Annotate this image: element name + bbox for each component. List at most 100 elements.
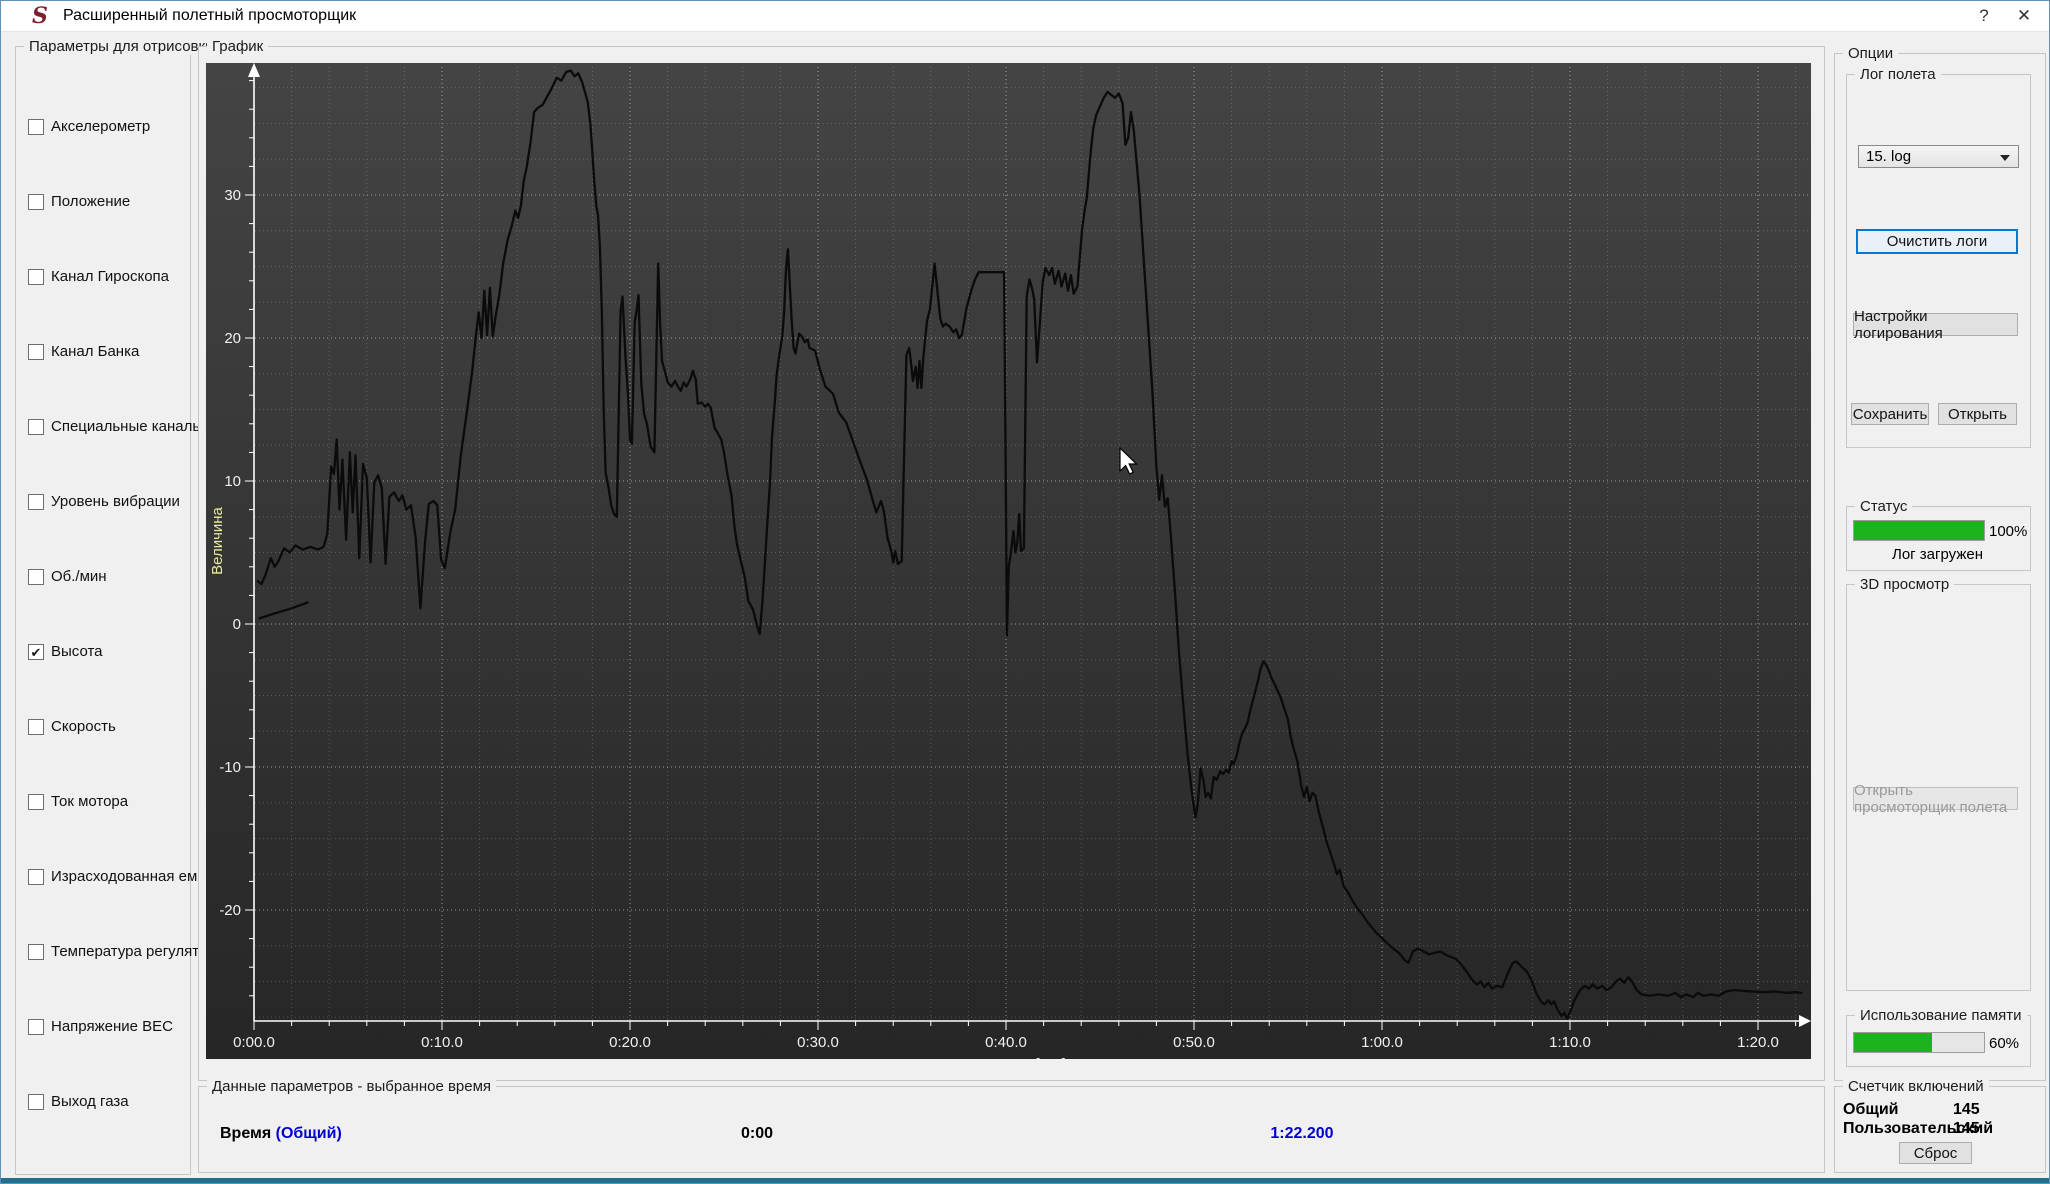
flight-log-title: Лог полета [1855, 66, 1941, 83]
y-tick-label: 10 [224, 473, 241, 490]
x-tick-label: 0:20.0 [609, 1034, 651, 1051]
parameter-checkbox-2[interactable]: Положение [28, 193, 130, 213]
parameter-label: Ток мотора [51, 793, 129, 811]
open-flight-viewer-button: Открыть просмоторщик полета [1853, 782, 2018, 816]
time-param-label: Время [220, 1125, 272, 1142]
parameter-checkbox-14[interactable]: Выход газа [28, 1093, 129, 1113]
y-tick-label: 30 [224, 187, 241, 204]
clear-logs-button[interactable]: Очистить логи [1856, 229, 2018, 254]
status-percent: 100% [1989, 523, 2028, 540]
chart-title: График [207, 38, 269, 55]
status-progressbar [1853, 520, 1985, 541]
mouse-cursor-icon [1119, 447, 1138, 475]
x-tick-label: 0:10.0 [421, 1034, 463, 1051]
checkbox-unchecked-icon[interactable] [28, 868, 44, 885]
parameter-label: Скорость [51, 718, 116, 736]
checkbox-unchecked-icon[interactable] [28, 343, 44, 360]
checkbox-checked-icon[interactable]: ✔ [28, 643, 44, 660]
parameter-label: Уровень вибрации [51, 493, 180, 511]
parameter-label: Напряжение BEC [51, 1018, 173, 1036]
y-tick-label: -10 [219, 759, 241, 776]
checkbox-unchecked-icon[interactable] [28, 193, 44, 210]
app-logo-icon: S [32, 3, 48, 29]
x-tick-label: 0:40.0 [985, 1034, 1027, 1051]
checkbox-unchecked-icon[interactable] [28, 118, 44, 135]
checkbox-unchecked-icon[interactable] [28, 718, 44, 735]
parameter-label: Высота [51, 643, 103, 661]
counter-groupbox: Счетчик включений Общий 145 Пользователь… [1834, 1078, 2046, 1173]
parameter-checkbox-4[interactable]: Канал Банка [28, 343, 139, 363]
chart-plot-area[interactable]: 0:00.0 0:10.0 0:20.0 0:30.0 0:40.0 0:50.0 1:00… [206, 63, 1811, 1073]
parameter-checkbox-7[interactable]: Об./мин [28, 568, 107, 588]
parameter-checkbox-11[interactable]: Израсходованная емкость [28, 868, 235, 888]
parameter-checkbox-9[interactable]: Скорость [28, 718, 116, 738]
parameter-label: Температура регулятора [51, 943, 224, 961]
x-tick-label: 0:30.0 [797, 1034, 839, 1051]
memory-percent: 60% [1989, 1035, 2020, 1052]
altitude-curve [256, 69, 1803, 1020]
status-text: Лог загружен [1891, 546, 1984, 563]
parameter-checkbox-12[interactable]: Температура регулятора [28, 943, 224, 963]
chevron-down-icon [2000, 155, 2010, 161]
parameter-label: Канал Банка [51, 343, 140, 361]
x-axis-title: Время [м:с] [986, 1056, 1066, 1059]
title-bar[interactable]: S Расширенный полетный просмоторщик ? ✕ [1, 1, 2049, 32]
chart-grid [255, 67, 1809, 1021]
checkbox-unchecked-icon[interactable] [28, 268, 44, 285]
altitude-chart-svg[interactable]: 0:00.0 0:10.0 0:20.0 0:30.0 0:40.0 0:50.0 1:00… [206, 63, 1811, 1073]
parameter-label: Акселерометр [51, 118, 151, 136]
parameter-label: Израсходованная емкость [51, 868, 235, 886]
time-start-value: 0:00 [740, 1125, 774, 1142]
parameter-label: Об./мин [51, 568, 107, 586]
checkbox-unchecked-icon[interactable] [28, 1018, 44, 1035]
status-progress-fill [1854, 521, 1984, 540]
close-button[interactable]: ✕ [2016, 6, 2032, 25]
time-param-scope: (Общий) [275, 1125, 342, 1142]
parameter-checkbox-6[interactable]: Уровень вибрации [28, 493, 180, 513]
open-button[interactable]: Открыть [1938, 403, 2017, 425]
memory-progressbar [1853, 1032, 1985, 1053]
parameter-label: Канал Гироскопа [51, 268, 170, 286]
parameter-checkbox-5[interactable]: Специальные каналы [28, 418, 203, 438]
parameter-label: Специальные каналы [51, 418, 204, 436]
logging-settings-button[interactable]: Настройки логирования [1853, 308, 2018, 342]
chart-axes [245, 63, 1811, 1030]
x-tick-label: 0:00.0 [233, 1034, 275, 1051]
chart-tick-labels: 0:00.0 0:10.0 0:20.0 0:30.0 0:40.0 0:50.0 1:00… [209, 187, 1779, 1073]
checkbox-unchecked-icon[interactable] [28, 418, 44, 435]
counter-user-value: 145 [1953, 1120, 1980, 1137]
counter-total-value: 145 [1953, 1101, 1980, 1118]
checkbox-unchecked-icon[interactable] [28, 493, 44, 510]
options-title: Опции [1843, 45, 1899, 62]
parameter-checkbox-10[interactable]: Ток мотора [28, 793, 128, 813]
checkbox-unchecked-icon[interactable] [28, 568, 44, 585]
parameter-checkbox-8[interactable]: ✔ Высота [28, 643, 103, 663]
save-button[interactable]: Сохранить [1851, 403, 1929, 425]
time-end-value: 1:22.200 [1270, 1125, 1334, 1142]
y-axis-title: Величина [209, 506, 226, 574]
x-tick-label: 1:10.0 [1549, 1034, 1591, 1051]
checkbox-unchecked-icon[interactable] [28, 1093, 44, 1110]
counter-user-label: Пользовательский [1843, 1120, 1994, 1137]
checkbox-unchecked-icon[interactable] [28, 793, 44, 810]
reset-button[interactable]: Сброс [1899, 1142, 1972, 1164]
data-groupbox: Данные параметров - выбранное время Врем… [198, 1078, 1825, 1173]
parameter-checkbox-1[interactable]: Акселерометр [28, 118, 150, 138]
counter-title: Счетчик включений [1843, 1078, 1989, 1095]
parameter-checkbox-3[interactable]: Канал Гироскопа [28, 268, 169, 288]
log-select-combo[interactable]: 15. log [1858, 145, 2019, 168]
memory-progress-fill [1854, 1033, 1932, 1052]
altitude-curve-start-segment [258, 601, 309, 620]
help-button[interactable]: ? [1979, 6, 1989, 25]
window-title: Расширенный полетный просмоторщик [63, 7, 357, 24]
window-bottom-border [1, 1178, 2049, 1183]
x-tick-label: 1:20.0 [1737, 1034, 1779, 1051]
parameter-checkbox-13[interactable]: Напряжение BEC [28, 1018, 173, 1038]
memory-title: Использование памяти [1855, 1007, 2027, 1024]
checkbox-unchecked-icon[interactable] [28, 943, 44, 960]
log-select-value: 15. log [1866, 148, 1912, 165]
flight-log-groupbox: Лог полета [1846, 66, 2031, 448]
parameters-title: Параметры для отрисовки [24, 38, 219, 55]
y-tick-label: 0 [233, 616, 241, 633]
